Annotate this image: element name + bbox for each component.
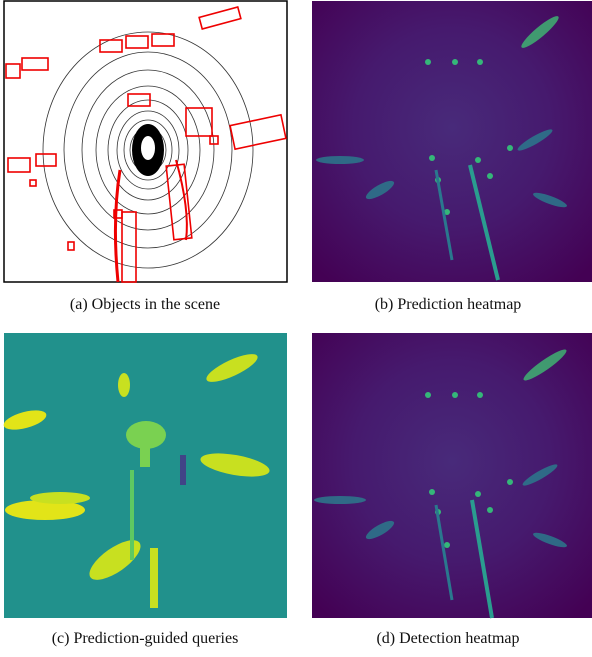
caption: (d) Detection heatmap xyxy=(303,630,592,648)
panel-c-image xyxy=(2,333,287,618)
panel-d-image xyxy=(312,333,592,618)
panel-b-image xyxy=(312,1,592,282)
caption: (c) Prediction-guided queries xyxy=(0,630,290,648)
caption: (b) Prediction heatmap xyxy=(303,296,592,314)
figure-panels xyxy=(0,0,592,657)
figure: (a) Objects in the scene (b) Prediction … xyxy=(0,0,592,657)
caption: (a) Objects in the scene xyxy=(0,296,290,314)
panel-a-image xyxy=(4,1,287,282)
